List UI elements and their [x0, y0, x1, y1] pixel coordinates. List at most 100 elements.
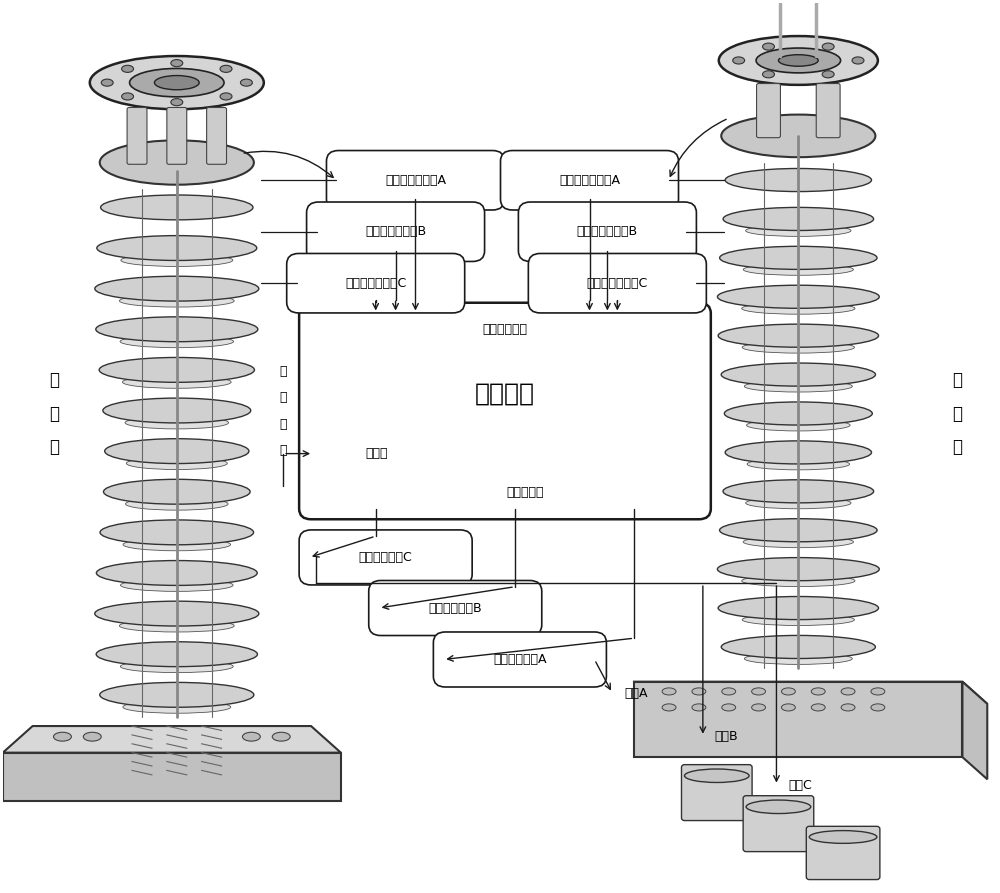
Text: 纵: 纵 [49, 405, 59, 422]
Ellipse shape [720, 519, 877, 542]
FancyBboxPatch shape [167, 107, 187, 164]
Ellipse shape [746, 497, 851, 509]
Polygon shape [3, 753, 341, 802]
Ellipse shape [743, 263, 853, 275]
FancyBboxPatch shape [287, 254, 465, 313]
Ellipse shape [122, 93, 134, 100]
Ellipse shape [722, 688, 736, 695]
Ellipse shape [83, 732, 101, 741]
Ellipse shape [778, 54, 818, 66]
Ellipse shape [96, 317, 258, 342]
Ellipse shape [841, 688, 855, 695]
FancyArrowPatch shape [670, 120, 726, 176]
Ellipse shape [747, 458, 850, 470]
Polygon shape [634, 681, 987, 704]
Ellipse shape [240, 79, 252, 87]
Ellipse shape [742, 614, 854, 625]
Ellipse shape [721, 114, 875, 157]
Text: 号: 号 [279, 445, 287, 457]
Ellipse shape [723, 480, 874, 503]
Ellipse shape [809, 830, 877, 843]
Ellipse shape [744, 380, 852, 392]
Text: 机: 机 [952, 371, 962, 389]
FancyBboxPatch shape [299, 303, 711, 519]
Ellipse shape [53, 732, 71, 741]
Text: 第二位移传感器B: 第二位移传感器B [365, 225, 426, 238]
Text: 电机驱动模块C: 电机驱动模块C [359, 551, 413, 564]
FancyBboxPatch shape [757, 84, 780, 138]
Ellipse shape [120, 335, 234, 347]
FancyBboxPatch shape [528, 254, 706, 313]
Polygon shape [962, 681, 987, 780]
Ellipse shape [100, 520, 254, 545]
Ellipse shape [171, 98, 183, 105]
Ellipse shape [756, 48, 841, 73]
Ellipse shape [871, 688, 885, 695]
Ellipse shape [97, 236, 257, 261]
Text: 信: 信 [279, 418, 287, 430]
Ellipse shape [130, 69, 224, 96]
Ellipse shape [871, 704, 885, 711]
Text: 电机驱动模块B: 电机驱动模块B [428, 602, 482, 614]
Ellipse shape [662, 704, 676, 711]
Text: 第一位移传感器C: 第一位移传感器C [587, 277, 648, 289]
Ellipse shape [721, 363, 875, 386]
Ellipse shape [220, 65, 232, 72]
Ellipse shape [852, 57, 864, 64]
Ellipse shape [811, 688, 825, 695]
Ellipse shape [103, 480, 250, 505]
FancyArrowPatch shape [244, 151, 333, 178]
Ellipse shape [99, 357, 254, 382]
FancyBboxPatch shape [369, 580, 542, 636]
Ellipse shape [822, 71, 834, 78]
Ellipse shape [725, 441, 872, 464]
Ellipse shape [119, 295, 234, 307]
Ellipse shape [220, 93, 232, 100]
Ellipse shape [720, 246, 877, 270]
Ellipse shape [721, 636, 875, 658]
Ellipse shape [718, 597, 879, 620]
Ellipse shape [101, 79, 113, 87]
Ellipse shape [746, 225, 851, 237]
FancyBboxPatch shape [433, 632, 606, 687]
Polygon shape [634, 681, 962, 757]
Ellipse shape [722, 704, 736, 711]
Ellipse shape [718, 324, 879, 347]
Ellipse shape [105, 438, 249, 463]
FancyBboxPatch shape [127, 107, 147, 164]
Ellipse shape [662, 688, 676, 695]
Ellipse shape [822, 43, 834, 50]
Ellipse shape [742, 575, 855, 587]
FancyBboxPatch shape [326, 151, 504, 210]
Ellipse shape [841, 704, 855, 711]
Ellipse shape [122, 376, 231, 388]
Ellipse shape [125, 416, 229, 429]
Ellipse shape [723, 207, 874, 230]
Ellipse shape [123, 538, 231, 551]
Ellipse shape [100, 140, 254, 185]
Ellipse shape [272, 732, 290, 741]
Text: 械: 械 [952, 405, 962, 422]
Ellipse shape [743, 536, 853, 547]
Ellipse shape [692, 688, 706, 695]
Ellipse shape [95, 276, 259, 301]
Ellipse shape [692, 704, 706, 711]
Text: 驱动输出端: 驱动输出端 [506, 486, 544, 499]
Text: 传感器输入端: 传感器输入端 [482, 323, 527, 336]
Ellipse shape [746, 800, 811, 814]
Ellipse shape [100, 682, 254, 707]
FancyBboxPatch shape [299, 530, 472, 585]
Ellipse shape [717, 285, 879, 308]
Ellipse shape [781, 688, 795, 695]
Text: 电机C: 电机C [788, 779, 812, 792]
Text: 控制模块: 控制模块 [475, 381, 535, 405]
FancyBboxPatch shape [816, 84, 840, 138]
Ellipse shape [742, 303, 855, 314]
Ellipse shape [763, 43, 774, 50]
Ellipse shape [684, 769, 749, 782]
Ellipse shape [725, 169, 872, 192]
FancyBboxPatch shape [500, 151, 679, 210]
Ellipse shape [96, 642, 257, 667]
Text: 电机驱动模块A: 电机驱动模块A [493, 653, 547, 666]
Ellipse shape [122, 65, 134, 72]
